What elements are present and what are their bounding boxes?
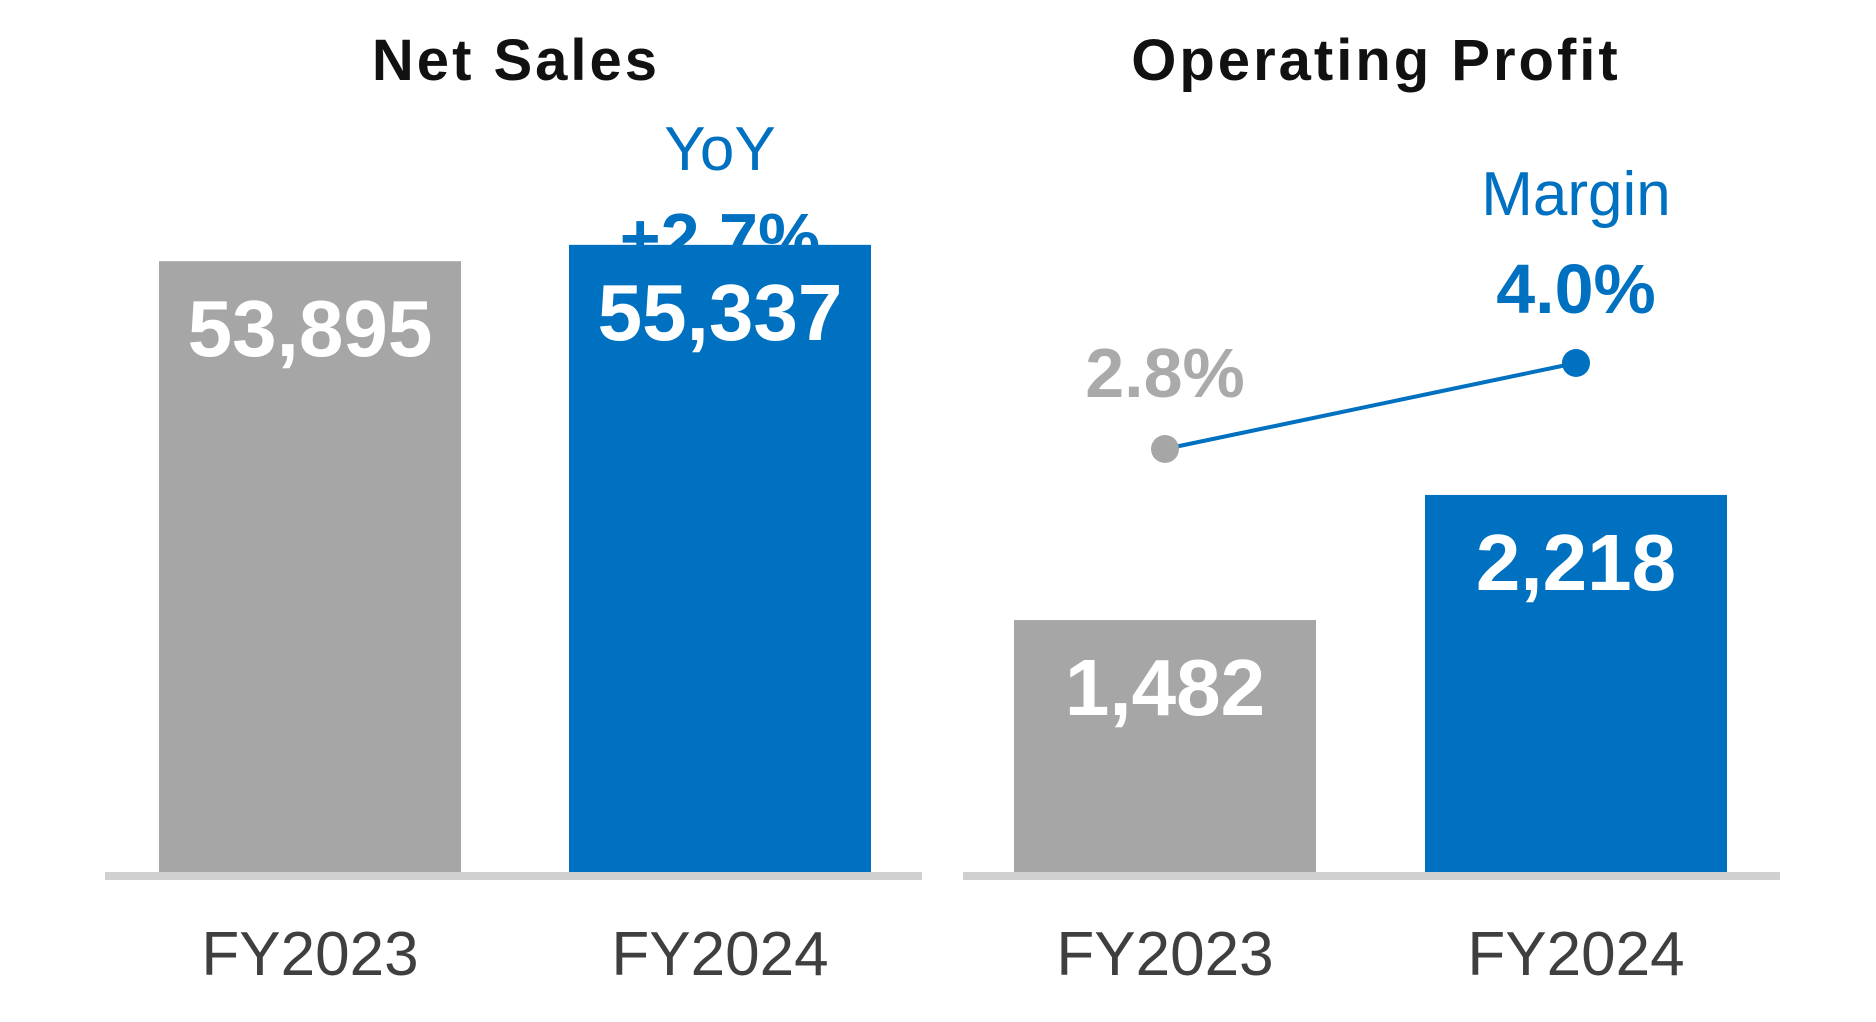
yoy-value: +2.7% [620, 199, 820, 277]
net-sales-tick-fy2024: FY2024 [611, 920, 828, 989]
margin-line [1164, 361, 1577, 451]
operating-profit-tick-fy2023: FY2023 [1056, 920, 1273, 989]
net-sales-tick-fy2023: FY2023 [201, 920, 418, 989]
operating-profit-tick-fy2024: FY2024 [1467, 920, 1684, 989]
net-sales-bar-fy2023 [159, 261, 461, 872]
margin-point-fy2023 [1151, 435, 1179, 463]
yoy-caption: YoY [664, 115, 776, 184]
net-sales-value-fy2023: 53,895 [188, 284, 433, 373]
net-sales-bar-fy2024 [569, 244, 871, 872]
margin-label-fy2024: 4.0% [1496, 250, 1656, 328]
operating-profit-bar-fy2023 [1014, 620, 1316, 872]
margin-label-fy2023: 2.8% [1085, 334, 1245, 412]
operating-profit-title: Operating Profit [1131, 28, 1620, 93]
net-sales-value-fy2024: 55,337 [598, 268, 843, 357]
operating-profit-bar-fy2024 [1425, 494, 1727, 872]
margin-caption: Margin [1481, 160, 1671, 229]
net-sales-title: Net Sales [372, 28, 660, 93]
operating-profit-value-fy2023: 1,482 [1065, 643, 1265, 732]
net-sales-baseline [105, 872, 922, 880]
operating-profit-baseline [963, 872, 1780, 880]
margin-point-fy2024 [1562, 349, 1590, 377]
operating-profit-value-fy2024: 2,218 [1476, 518, 1676, 607]
